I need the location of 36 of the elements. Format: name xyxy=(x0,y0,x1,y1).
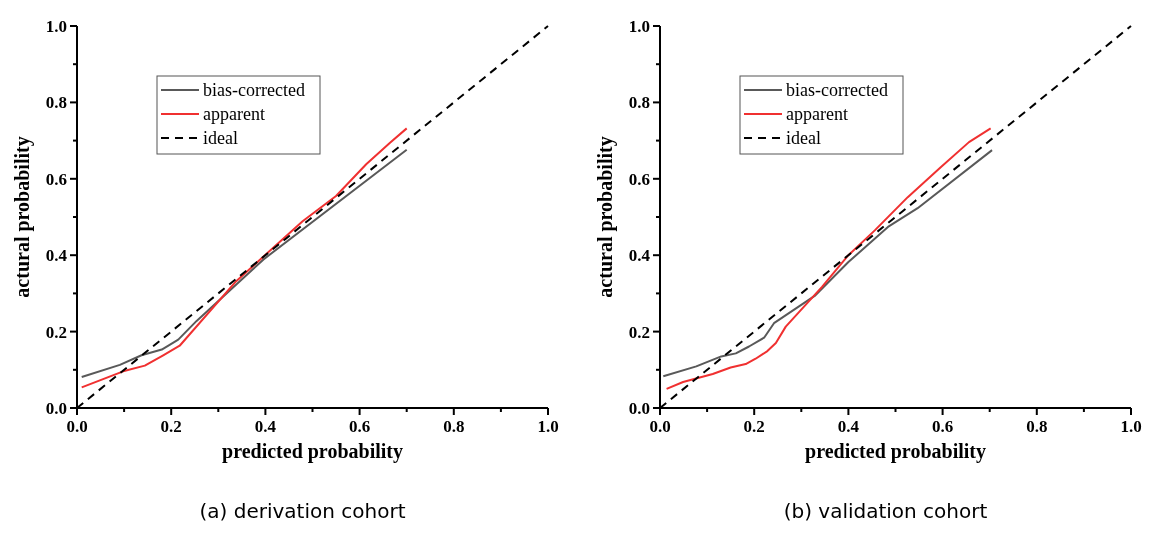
legend-label: bias-corrected xyxy=(203,80,305,101)
y-tick-label: 1.0 xyxy=(628,16,650,36)
x-axis-title: predicted probability xyxy=(805,440,986,463)
y-axis-title: actural probability xyxy=(11,136,34,298)
legend-label: bias-corrected xyxy=(786,80,888,101)
y-tick-label: 0.4 xyxy=(45,246,68,266)
y-tick-label: 0.6 xyxy=(45,169,67,189)
y-tick-label: 1.0 xyxy=(45,16,67,36)
y-tick-label: 0.2 xyxy=(628,322,650,342)
text: (b) validation cohort xyxy=(783,499,988,523)
text: (a) derivation cohort xyxy=(199,499,406,523)
y-tick-label: 0.2 xyxy=(45,322,67,342)
y-tick-label: 0.0 xyxy=(45,398,67,418)
x-tick-label: 0.8 xyxy=(1026,417,1048,436)
x-tick-label: 0.0 xyxy=(649,417,671,436)
legend-label: apparent xyxy=(203,104,265,125)
x-tick-label: 0.2 xyxy=(160,417,182,436)
x-axis-title: predicted probability xyxy=(222,440,403,463)
legend-label: apparent xyxy=(786,104,848,125)
x-tick-label: 0.6 xyxy=(348,417,371,436)
x-tick-label: 1.0 xyxy=(537,417,559,436)
x-tick-label: 0.4 xyxy=(837,417,860,436)
y-tick-label: 0.8 xyxy=(628,93,650,113)
x-tick-label: 0.4 xyxy=(254,417,277,436)
y-tick-label: 0.0 xyxy=(628,398,650,418)
x-tick-label: 1.0 xyxy=(1120,417,1142,436)
y-axis-title: actural probability xyxy=(594,136,617,298)
y-tick-label: 0.4 xyxy=(628,246,651,266)
x-tick-label: 0.8 xyxy=(443,417,465,436)
legend-label: ideal xyxy=(786,128,821,149)
x-tick-label: 0.0 xyxy=(66,417,88,436)
y-tick-label: 0.6 xyxy=(628,169,650,189)
x-tick-label: 0.2 xyxy=(743,417,765,436)
legend-label: ideal xyxy=(203,128,238,149)
y-tick-label: 0.8 xyxy=(45,93,67,113)
x-tick-label: 0.6 xyxy=(931,417,954,436)
